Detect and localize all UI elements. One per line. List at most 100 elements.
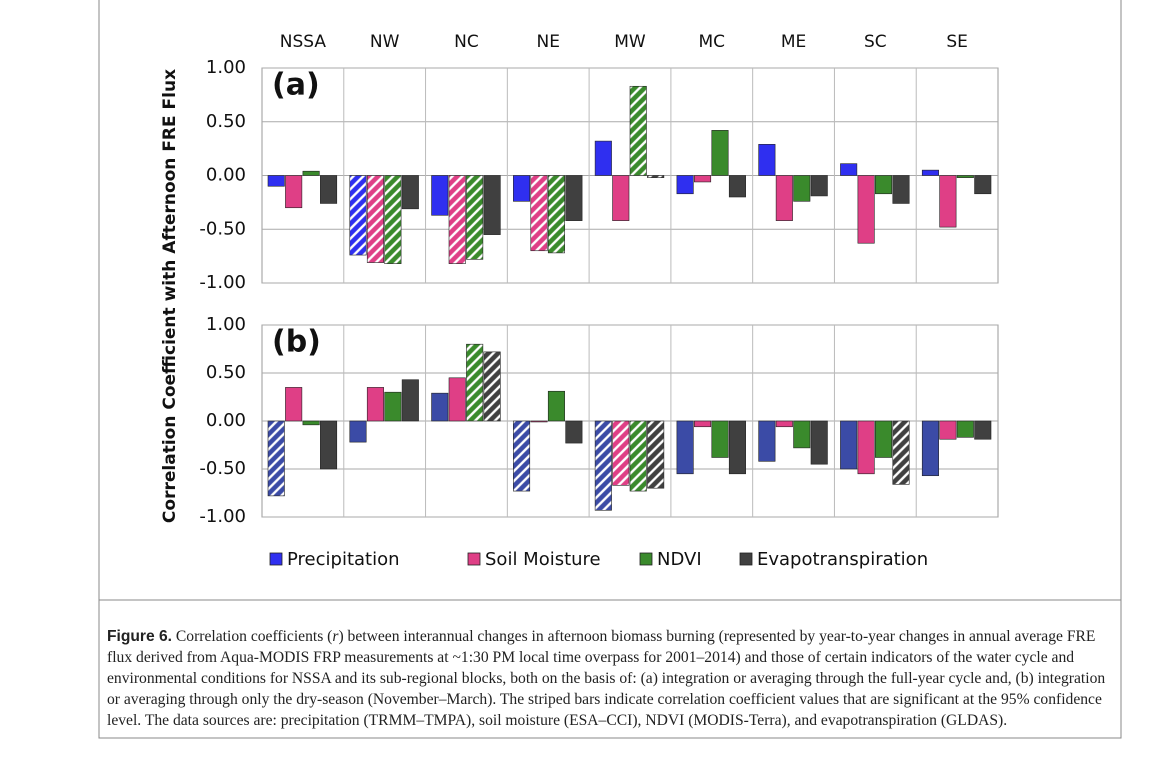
y-tick-label: -0.50: [199, 218, 246, 239]
bar: [939, 175, 957, 228]
x-tick-label: NSSA: [280, 32, 327, 52]
bar: [956, 420, 974, 438]
bar: [775, 175, 793, 221]
bar: [530, 175, 548, 252]
bar: [431, 175, 449, 216]
legend-label: Precipitation: [287, 549, 400, 570]
bar: [629, 420, 647, 492]
bar: [857, 175, 875, 244]
caption-text: ) between interannual changes in afterno…: [107, 628, 1106, 729]
bar: [320, 175, 338, 204]
y-tick-label: 1.00: [206, 57, 246, 78]
bar: [530, 420, 548, 423]
bar: [401, 379, 419, 422]
bar: [565, 175, 583, 221]
bar: [320, 420, 338, 470]
bar: [612, 175, 630, 221]
bar: [547, 390, 565, 422]
bar: [758, 144, 776, 176]
y-tick-label: -1.00: [199, 272, 246, 293]
bar: [728, 175, 746, 198]
bar: [285, 175, 303, 209]
bar: [892, 175, 910, 204]
bar: [956, 175, 974, 178]
panel-label: (a): [272, 68, 320, 103]
y-tick-label: 1.00: [206, 314, 246, 335]
bar: [302, 170, 320, 176]
bar: [267, 175, 285, 187]
bar: [366, 387, 384, 422]
x-tick-label: MW: [614, 32, 646, 52]
bar: [594, 140, 612, 176]
bar: [840, 420, 858, 470]
bar: [939, 420, 957, 440]
bar: [694, 420, 712, 428]
caption-label: Figure 6.: [107, 628, 172, 645]
bar: [921, 169, 939, 176]
bar: [647, 175, 665, 178]
bar: [384, 175, 402, 264]
bar: [840, 163, 858, 176]
legend-swatch: [269, 552, 283, 566]
bar: [448, 377, 466, 422]
bar: [401, 175, 419, 210]
bar: [728, 420, 746, 475]
bar: [366, 175, 384, 263]
bar: [466, 175, 484, 260]
legend-label: NDVI: [657, 549, 702, 570]
bar: [431, 392, 449, 422]
y-tick-label: 0.50: [206, 362, 246, 383]
bar: [892, 420, 910, 485]
y-tick-label: 0.50: [206, 111, 246, 132]
bar: [612, 420, 630, 486]
x-tick-label: MC: [699, 32, 726, 52]
x-tick-label: SC: [864, 32, 887, 52]
x-tick-label: ME: [781, 32, 806, 52]
bar: [629, 85, 647, 176]
bar: [594, 420, 612, 511]
bar: [793, 420, 811, 449]
y-tick-label: 0.00: [206, 410, 246, 431]
bar: [921, 420, 939, 477]
x-tick-label: SE: [946, 32, 968, 52]
bar: [974, 420, 992, 440]
bar: [810, 420, 828, 465]
bar: [810, 175, 828, 197]
bar: [711, 420, 729, 458]
legend-label: Soil Moisture: [485, 549, 601, 570]
figure-frame: [98, 0, 1122, 739]
bar: [384, 391, 402, 422]
x-tick-label: NC: [454, 32, 479, 52]
legend-swatch: [739, 552, 753, 566]
bar: [483, 351, 501, 422]
bar: [974, 175, 992, 195]
y-tick-label: -1.00: [199, 506, 246, 527]
bar: [349, 175, 367, 256]
bar: [302, 420, 320, 426]
bar: [857, 420, 875, 475]
bar: [547, 175, 565, 254]
x-tick-label: NW: [370, 32, 400, 52]
bar: [448, 175, 466, 264]
x-tick-label: NE: [536, 32, 559, 52]
bar: [647, 420, 665, 489]
bar: [466, 343, 484, 422]
bar: [513, 420, 531, 492]
bar: [349, 420, 367, 443]
legend-label: Evapotranspiration: [757, 549, 928, 570]
legend-swatch: [467, 552, 481, 566]
bar: [875, 175, 893, 195]
caption-text: r: [332, 628, 339, 645]
panel-label: (b): [272, 325, 321, 360]
bar: [775, 420, 793, 428]
bar: [513, 175, 531, 202]
bar: [793, 175, 811, 202]
caption-text: Correlation coefficients (: [175, 628, 333, 645]
bar: [483, 175, 501, 235]
bar: [676, 175, 694, 195]
bar: [875, 420, 893, 458]
y-axis-label: Correlation Coefficient with Afternoon F…: [160, 69, 180, 523]
y-tick-label: -0.50: [199, 458, 246, 479]
